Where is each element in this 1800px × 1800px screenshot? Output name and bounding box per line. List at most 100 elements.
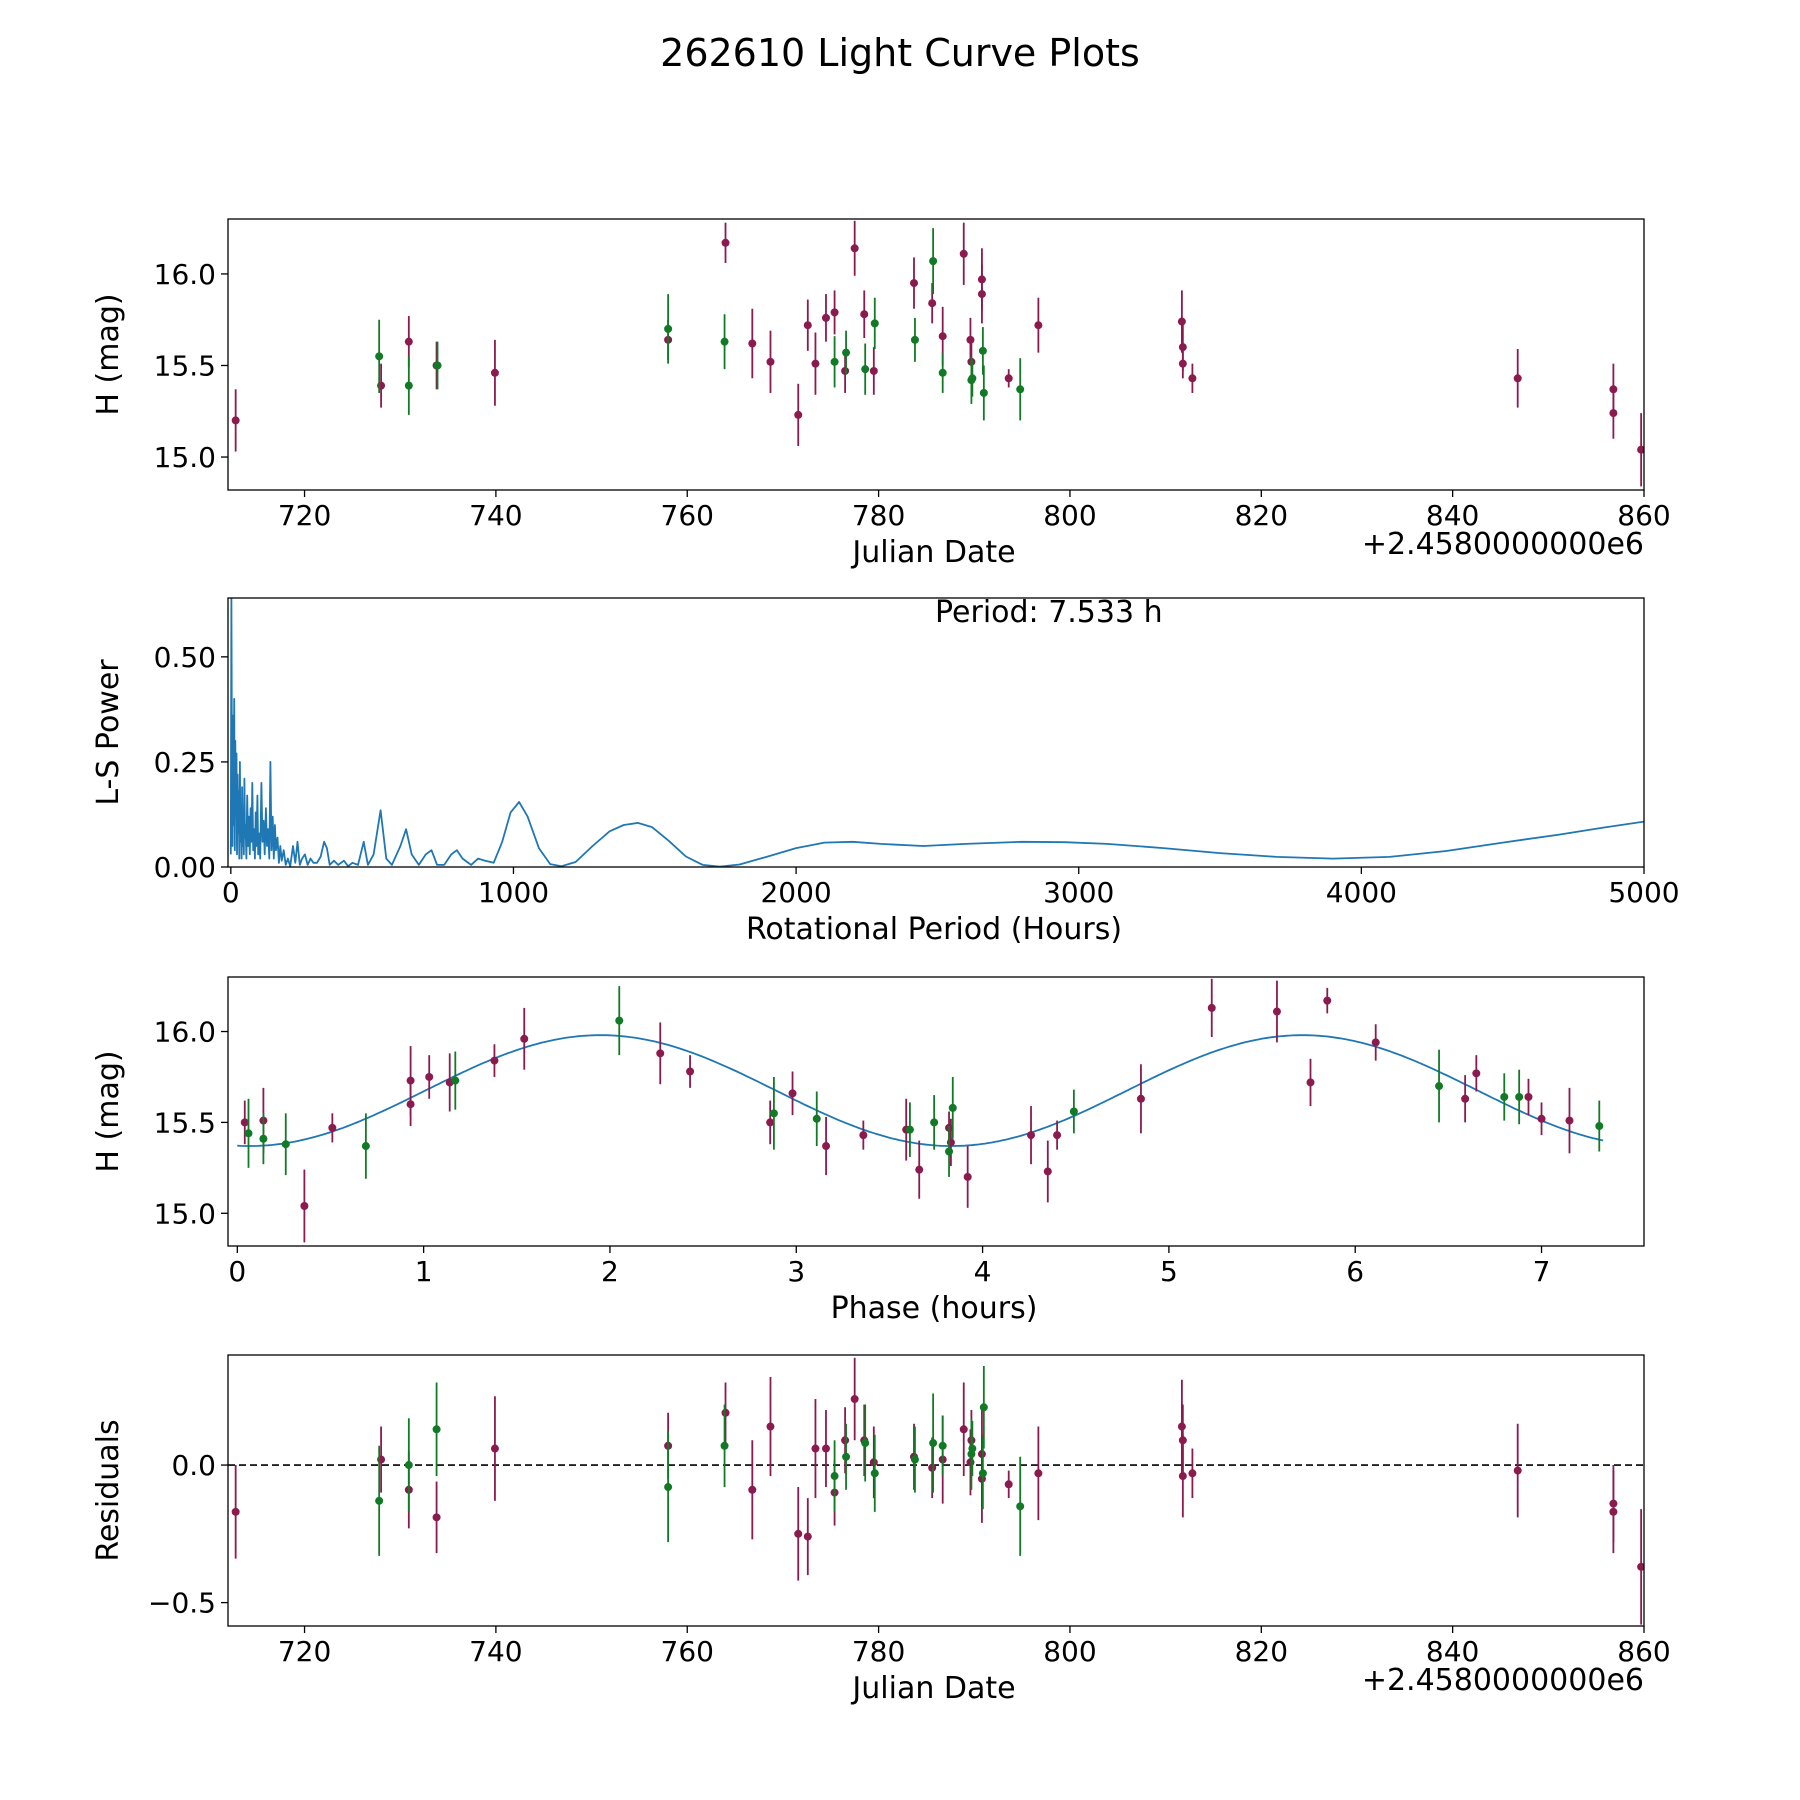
data-point (811, 1444, 820, 1453)
periodogram-axes-frame (227, 597, 1645, 868)
data-point (769, 1109, 778, 1118)
green-series (244, 986, 1604, 1179)
lightcurve-plot-area (231, 220, 1644, 487)
data-point (830, 357, 839, 366)
fit-curve-line (237, 1034, 1604, 1147)
residuals-axes-frame (227, 1354, 1645, 1627)
data-point (490, 1056, 499, 1065)
data-point (1500, 1092, 1509, 1101)
data-point (905, 1125, 914, 1134)
periodogram-plot-area (229, 598, 1644, 867)
x-axis-label: Rotational Period (Hours) (746, 912, 1122, 947)
data-point (1207, 1003, 1216, 1012)
green-series (375, 1366, 1025, 1556)
data-point (231, 416, 240, 425)
data-point (1178, 359, 1187, 368)
data-point (720, 1441, 729, 1450)
data-point (978, 346, 987, 355)
data-point (1609, 409, 1618, 418)
x-tick-label: 780 (852, 1635, 905, 1668)
periodogram-line (229, 598, 1644, 867)
data-point (520, 1034, 529, 1043)
data-point (850, 244, 859, 253)
x-tick-label: 4000 (1326, 876, 1397, 909)
data-point (1016, 1502, 1025, 1511)
x-tick-label: 3 (787, 1255, 805, 1288)
data-point (244, 1129, 253, 1138)
data-point (404, 337, 413, 346)
data-point (1136, 1094, 1145, 1103)
data-point (963, 1172, 972, 1181)
x-tick-label: 780 (852, 499, 905, 532)
data-point (1609, 1507, 1618, 1516)
data-point (720, 337, 729, 346)
y-tick-label: 15.5 (154, 349, 216, 382)
x-tick-label: 720 (278, 499, 331, 532)
x-tick-label: 840 (1426, 499, 1479, 532)
data-point (841, 1436, 850, 1445)
x-tick-label: 7 (1533, 1255, 1551, 1288)
data-point (1595, 1122, 1604, 1131)
data-point (966, 335, 975, 344)
data-point (861, 365, 870, 374)
data-point (451, 1076, 460, 1085)
data-point (1053, 1131, 1062, 1140)
x-tick-label: 6 (1346, 1255, 1364, 1288)
data-point (945, 1147, 954, 1156)
data-point (766, 357, 775, 366)
data-point (1188, 1469, 1197, 1478)
x-tick-label: 5 (1160, 1255, 1178, 1288)
x-tick-label: 0 (222, 876, 240, 909)
x-axis-label: Julian Date (850, 535, 1015, 570)
phased-axes-frame (227, 976, 1645, 1247)
data-point (748, 339, 757, 348)
data-point (794, 410, 803, 419)
data-point (1178, 1472, 1187, 1481)
data-point (978, 1469, 987, 1478)
data-point (1004, 1480, 1013, 1489)
data-point (977, 290, 986, 299)
data-point (1016, 385, 1025, 394)
data-point (1472, 1069, 1481, 1078)
data-point (664, 1483, 673, 1492)
data-point (375, 1496, 384, 1505)
residuals-plot-area (228, 1357, 1644, 1625)
data-point (1565, 1116, 1574, 1125)
data-point (721, 238, 730, 247)
y-tick-label: 0.50 (154, 641, 216, 674)
data-point (928, 1463, 937, 1472)
x-tick-label: 760 (661, 1635, 714, 1668)
purple-series (240, 978, 1574, 1243)
data-point (979, 388, 988, 397)
data-point (1513, 1466, 1522, 1475)
data-point (766, 1118, 775, 1127)
phased-panel: 0 1 2 3 4 5 6 7 15.0 15.5 16.0 Phase (hours) H (mag) (91, 976, 1645, 1326)
x-tick-label: 2000 (760, 876, 831, 909)
x-tick-label: 720 (278, 1635, 331, 1668)
x-tick-label: 0 (228, 1255, 246, 1288)
data-point (869, 1458, 878, 1467)
data-point (1177, 1422, 1186, 1431)
data-point (930, 1118, 939, 1127)
data-point (938, 1441, 947, 1450)
data-point (1435, 1082, 1444, 1091)
x-tick-label: 800 (1043, 499, 1096, 532)
data-point (1461, 1094, 1470, 1103)
data-point (1177, 317, 1186, 326)
x-tick-label: 820 (1235, 1635, 1288, 1668)
data-point (938, 332, 947, 341)
data-point (909, 279, 918, 288)
y-tick-label: 0.25 (154, 746, 216, 779)
x-tick-label: 760 (661, 499, 714, 532)
figure-title: 262610 Light Curve Plots (660, 31, 1140, 75)
data-point (929, 1439, 938, 1448)
y-axis-label: H (mag) (91, 1050, 126, 1172)
x-tick-label: 5000 (1608, 876, 1679, 909)
lightcurve-axes-frame (227, 218, 1645, 491)
data-point (794, 1529, 803, 1538)
data-point (1272, 1007, 1281, 1016)
data-point (490, 1444, 499, 1453)
data-point (1513, 374, 1522, 383)
y-axis-label: L-S Power (91, 659, 126, 806)
